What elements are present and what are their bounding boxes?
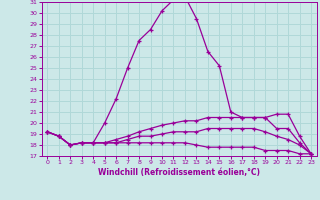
X-axis label: Windchill (Refroidissement éolien,°C): Windchill (Refroidissement éolien,°C)	[98, 168, 260, 177]
